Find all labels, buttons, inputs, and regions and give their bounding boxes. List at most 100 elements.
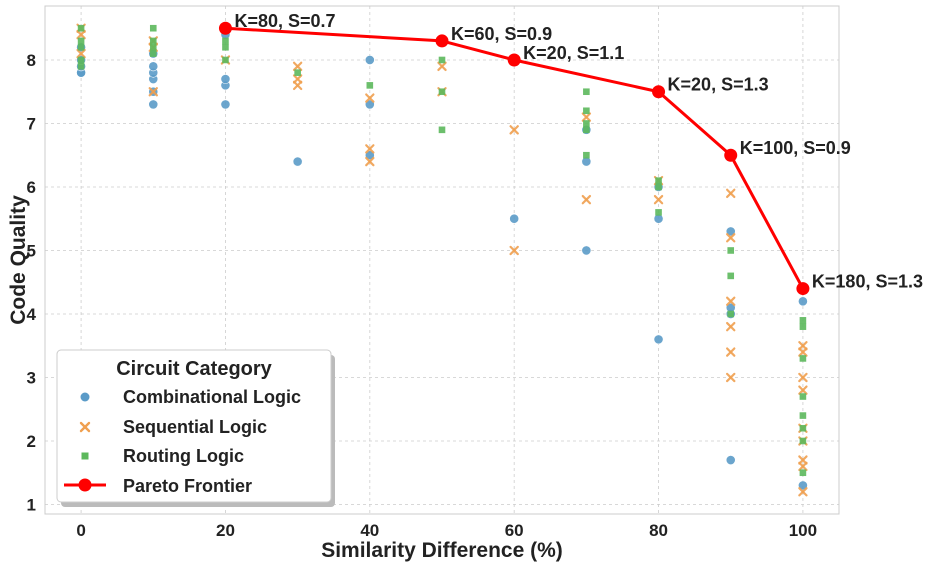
y-axis-title: Code Quality — [7, 195, 30, 325]
x-tick-label: 60 — [505, 521, 524, 540]
combinational-point — [725, 455, 736, 465]
combinational-point — [798, 296, 808, 307]
legend-marker-sequential — [79, 421, 91, 433]
legend-box — [56, 349, 332, 503]
pareto-point — [724, 148, 738, 162]
routing-point — [799, 317, 807, 324]
routing-point — [655, 183, 662, 191]
x-tick-label: 40 — [360, 521, 379, 540]
combinational-point — [292, 156, 303, 167]
sequential-point — [148, 87, 158, 97]
x-tick-label: 20 — [216, 521, 235, 540]
sequential-point — [798, 341, 808, 351]
pareto-point — [796, 282, 810, 296]
sequential-point — [581, 112, 592, 122]
pareto-point — [218, 21, 232, 35]
x-tick-label: 100 — [789, 521, 817, 540]
routing-point — [799, 412, 807, 419]
sequential-point — [726, 188, 736, 199]
pareto-label: K=100, S=0.9 — [740, 138, 851, 158]
routing-point — [149, 43, 157, 51]
routing-point — [438, 88, 446, 96]
pareto-label: K=60, S=0.9 — [451, 24, 552, 44]
combinational-point — [798, 480, 808, 491]
routing-point — [727, 272, 735, 280]
y-tick-label: 3 — [27, 368, 36, 387]
routing-point — [799, 469, 807, 477]
routing-point — [77, 56, 85, 64]
pareto-label: K=180, S=1.3 — [812, 272, 923, 292]
legend: Circuit Category Combinational Logic Seq… — [56, 349, 335, 507]
combinational-point — [364, 150, 375, 161]
routing-point — [583, 151, 590, 159]
sequential-point — [365, 93, 375, 103]
routing-point — [799, 393, 807, 400]
sequential-point — [798, 372, 808, 383]
sequential-point — [365, 144, 375, 154]
sequential-point — [292, 74, 303, 84]
y-tick-label: 6 — [27, 178, 36, 197]
legend-label-sequential: Sequential Logic — [123, 417, 267, 437]
sequential-point — [437, 61, 447, 72]
legend-label-pareto: Pareto Frontier — [123, 476, 252, 496]
legend-marker-routing — [81, 452, 89, 460]
routing-point — [77, 24, 85, 32]
routing-point — [77, 63, 85, 70]
sequential-point — [798, 385, 808, 395]
routing-point — [366, 82, 374, 89]
pareto-label: K=20, S=1.3 — [668, 75, 769, 95]
sequential-point — [726, 321, 736, 332]
combinational-point — [581, 245, 592, 256]
routing-point — [77, 43, 85, 51]
combinational-point — [220, 74, 231, 84]
pareto-label: K=80, S=0.7 — [234, 11, 335, 31]
sequential-point — [76, 48, 86, 59]
combinational-point — [653, 334, 664, 345]
routing-point — [438, 56, 446, 64]
sequential-point — [365, 156, 375, 167]
y-tick-label: 1 — [27, 495, 36, 514]
sequential-point — [726, 372, 736, 383]
combinational-point — [725, 226, 736, 237]
sequential-point — [798, 487, 808, 497]
combinational-point — [148, 99, 159, 110]
legend-label-routing: Routing Logic — [123, 446, 244, 466]
routing-point — [222, 43, 229, 51]
routing-point — [77, 37, 85, 45]
y-tick-label: 2 — [27, 432, 36, 451]
routing-point — [149, 37, 157, 45]
routing-point — [222, 56, 229, 64]
routing-point — [222, 37, 229, 45]
combinational-point — [509, 213, 520, 224]
sequential-point — [292, 61, 303, 72]
pareto-point — [435, 34, 449, 48]
y-tick-label: 7 — [27, 114, 36, 133]
sequential-point — [581, 194, 592, 205]
sequential-point — [726, 296, 736, 306]
y-tick-label: 5 — [27, 241, 36, 260]
routing-point — [583, 88, 590, 96]
routing-point — [799, 323, 807, 330]
combinational-point — [364, 99, 375, 110]
combinational-point — [364, 55, 375, 65]
grid — [45, 6, 839, 514]
sequential-point — [76, 29, 86, 40]
routing-point — [727, 310, 735, 318]
pareto-line — [225, 26, 805, 290]
pareto-frontier: K=80, S=0.7 K=60, S=0.9K=20, S=1.1 K=20, S… — [218, 11, 923, 296]
routing-point — [727, 247, 735, 254]
routing-point — [799, 437, 807, 445]
series-routing — [77, 24, 807, 477]
routing-point — [655, 209, 662, 216]
pareto-point — [652, 85, 666, 99]
x-tick-label: 80 — [649, 521, 668, 540]
x-tick-label: 0 — [76, 521, 85, 540]
sequential-point — [798, 455, 808, 465]
sequential-point — [726, 233, 736, 243]
routing-point — [799, 355, 807, 362]
sequential-point — [653, 194, 664, 205]
y-tick-label: 8 — [27, 51, 36, 70]
y-tick-label: 4 — [27, 305, 37, 324]
routing-point — [294, 69, 301, 76]
routing-point — [583, 120, 590, 127]
